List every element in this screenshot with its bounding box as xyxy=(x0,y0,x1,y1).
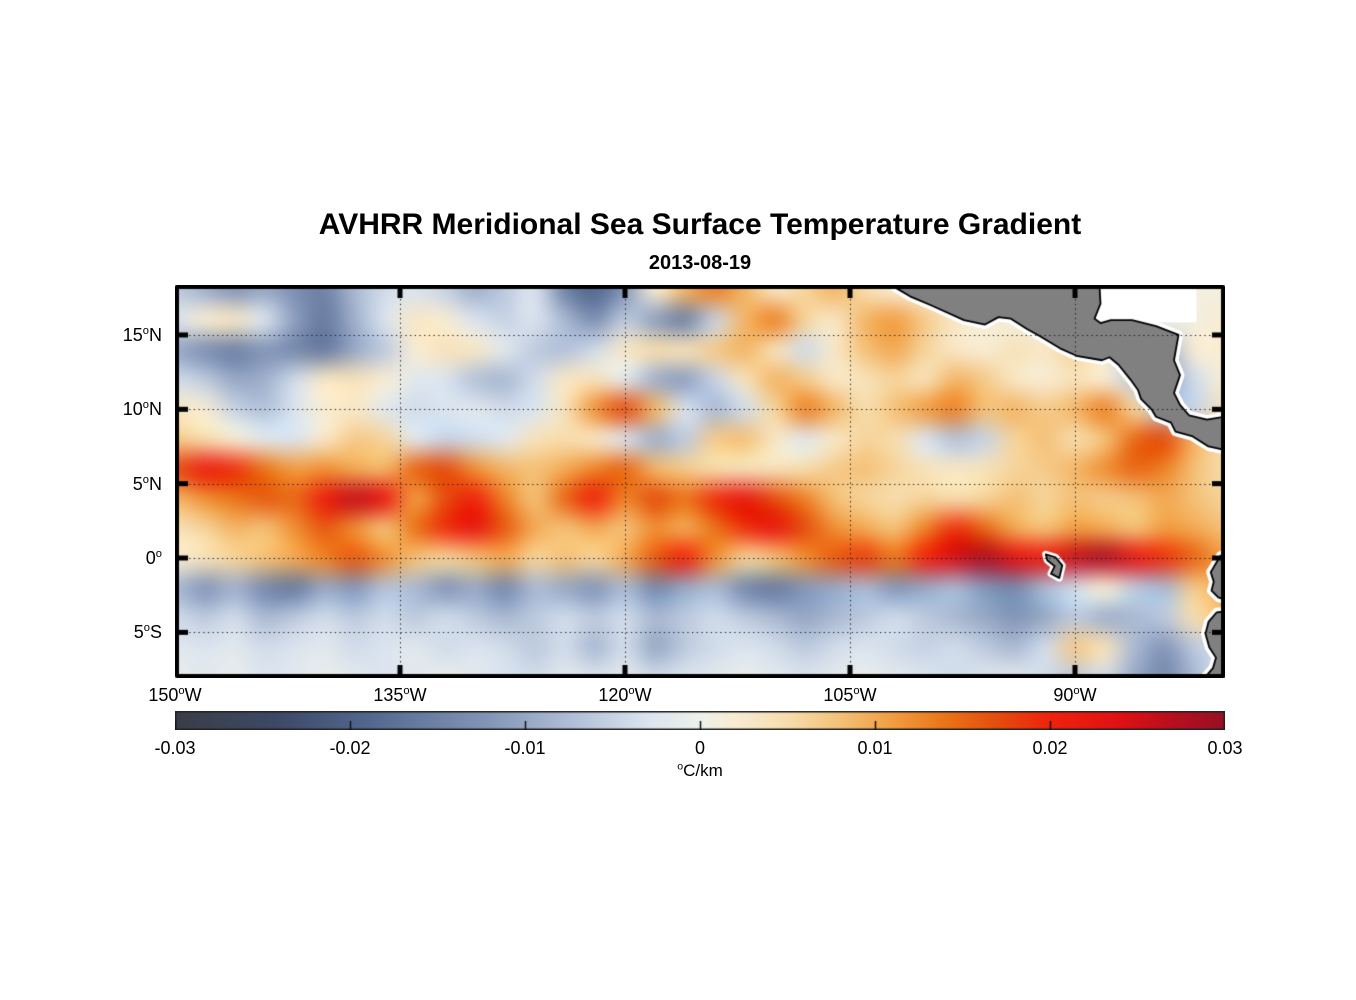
colorbar-tick-label: 0.02 xyxy=(1032,738,1068,758)
lon-tick-label: 135oW xyxy=(373,685,427,705)
chart-title: AVHRR Meridional Sea Surface Temperature… xyxy=(318,208,1082,241)
lon-tick-label: 120oW xyxy=(598,685,652,705)
lat-tick-label: 5oS xyxy=(133,622,162,643)
colorbar-tick-label: -0.02 xyxy=(329,738,371,758)
lat-tick-label: 10oN xyxy=(122,399,162,420)
colorbar-tick-label: -0.01 xyxy=(504,738,546,758)
colorbar-tick-label: -0.03 xyxy=(154,738,196,758)
chart-date-subtitle: 2013-08-19 xyxy=(648,252,752,274)
lon-tick-label: 150oW xyxy=(148,685,202,705)
lat-tick-label: 5oN xyxy=(132,473,162,494)
colorbar xyxy=(175,711,1225,730)
colorbar-unit-label: oC/km xyxy=(677,760,723,780)
colorbar-tick-label: 0 xyxy=(694,738,705,758)
sst-gradient-heatmap xyxy=(175,285,1225,678)
lat-tick-label: 15oN xyxy=(122,324,162,345)
colorbar-tick-label: 0.03 xyxy=(1207,738,1243,758)
lat-tick-label: 0o xyxy=(145,548,162,568)
colorbar-tick-label: 0.01 xyxy=(857,738,893,758)
lon-tick-label: 105oW xyxy=(823,685,877,705)
lon-tick-label: 90oW xyxy=(1053,685,1097,705)
